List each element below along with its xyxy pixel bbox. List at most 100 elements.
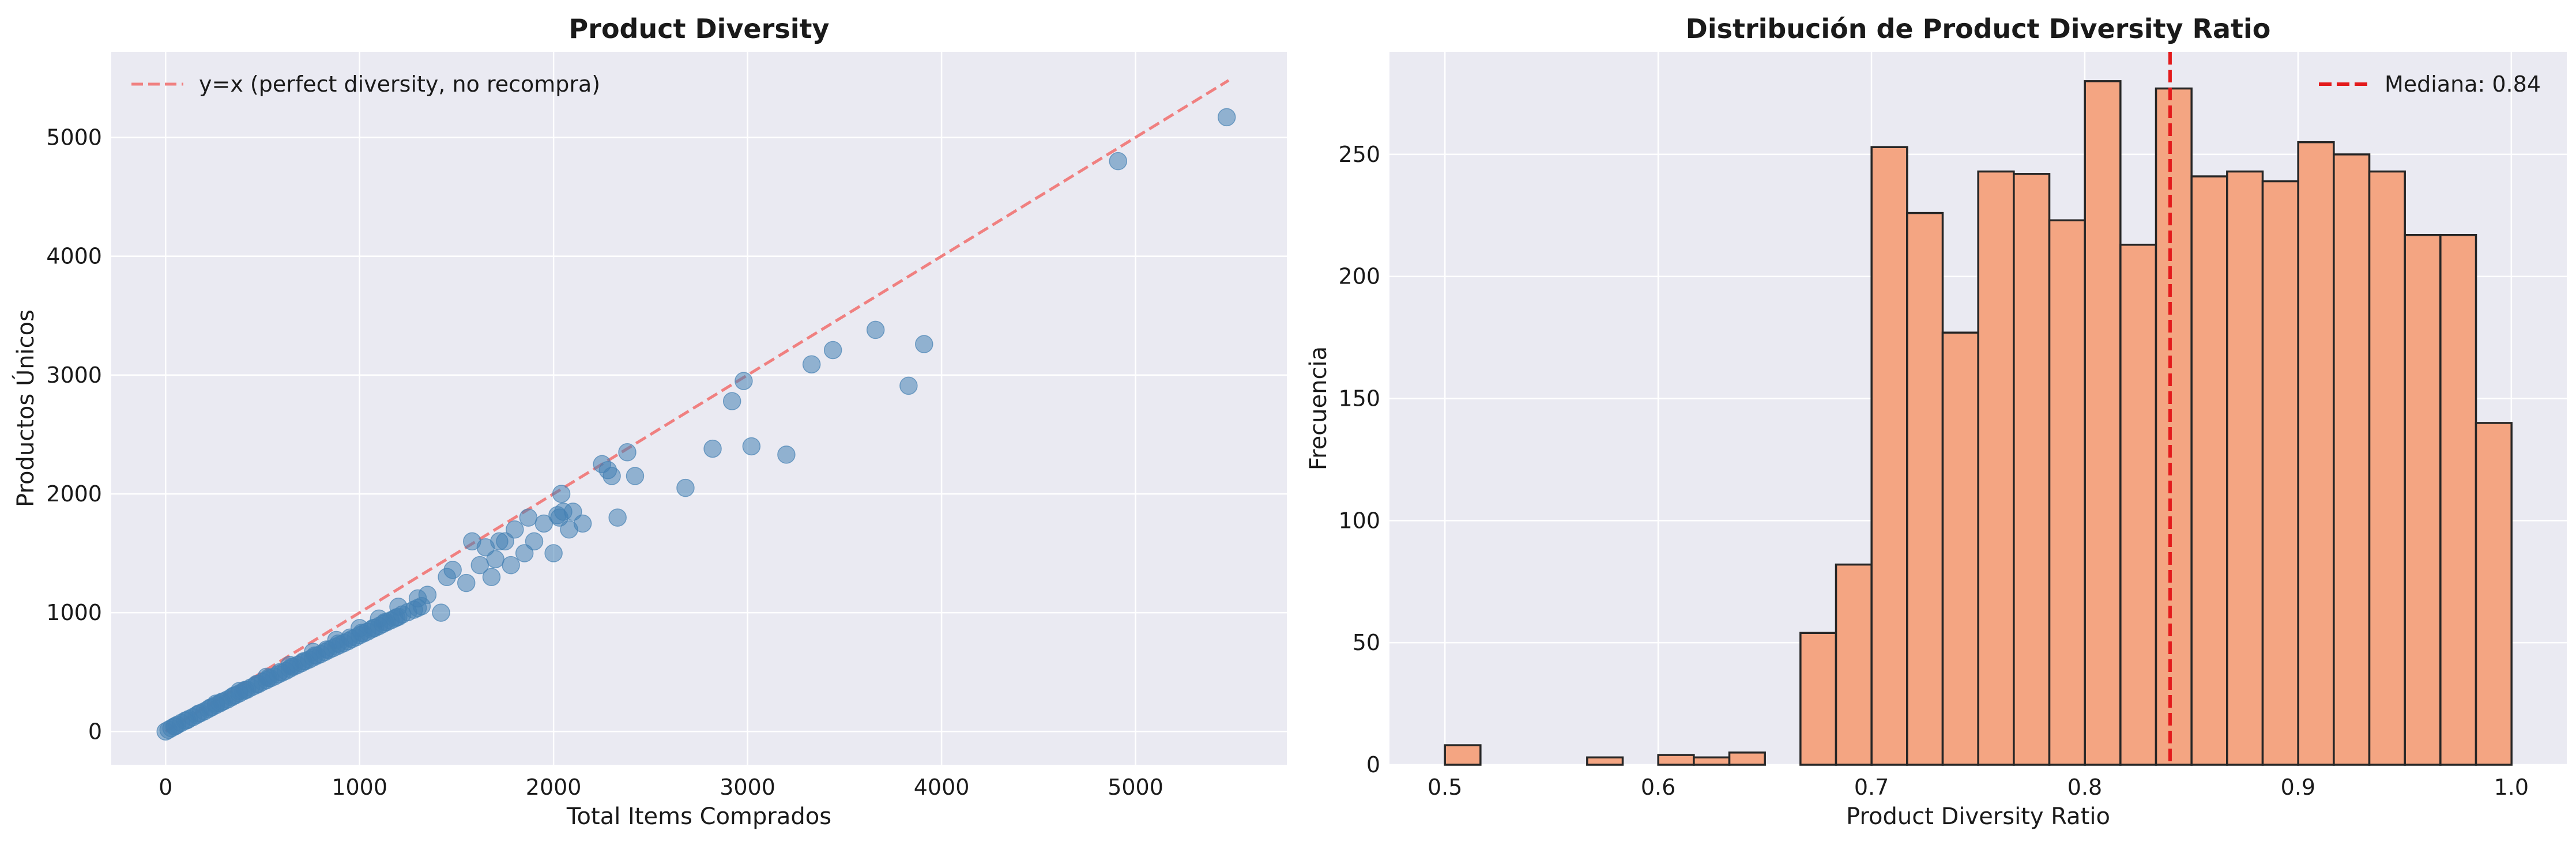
scatter-point	[304, 643, 322, 661]
scatter-point	[802, 355, 821, 373]
histogram-bar	[1906, 212, 1944, 766]
histogram-y-axis-label: Frecuencia	[1305, 346, 1332, 470]
x-tick-label: 1.0	[2494, 775, 2529, 800]
y-tick-label: 50	[1353, 630, 1380, 655]
scatter-point	[552, 485, 571, 503]
x-tick-label: 0.5	[1428, 775, 1462, 800]
histogram-bar	[2048, 219, 2086, 766]
scatter-point	[482, 568, 501, 587]
scatter-point	[457, 573, 476, 592]
histogram-bar	[2475, 422, 2513, 766]
histogram-tick-labels: 0.5 0.6 0.7 0.8 0.9 1.0 0 50 100 150 200 250	[1338, 142, 2529, 800]
scatter-point	[866, 320, 885, 339]
y-tick-label: 200	[1338, 264, 1380, 289]
scatter-point	[350, 619, 369, 637]
histogram-bar	[1977, 170, 2015, 766]
histogram-bar	[1444, 744, 1482, 766]
scatter-point	[618, 443, 637, 462]
histogram-bar	[2155, 87, 2193, 766]
histogram-title: Distribución de Product Diversity Ratio	[1686, 13, 2271, 44]
histogram-bar	[2084, 80, 2122, 766]
y-tick-label: 0	[1366, 752, 1380, 777]
histogram-bar	[2333, 153, 2371, 766]
y-tick-label: 2000	[46, 481, 102, 507]
scatter-point	[676, 478, 695, 497]
scatter-point	[432, 603, 450, 622]
scatter-point	[486, 550, 504, 569]
histogram-panel: 0.5 0.6 0.7 0.8 0.9 1.0 0 50 100 150 200 250 Distri…	[1305, 13, 2567, 830]
scatter-point	[496, 532, 514, 551]
scatter-point	[564, 503, 582, 521]
histogram-bar	[2439, 233, 2477, 766]
x-tick-label: 2000	[526, 775, 582, 800]
scatter-point	[502, 556, 520, 575]
x-tick-label: 0.6	[1641, 775, 1675, 800]
y-tick-label: 150	[1338, 386, 1380, 411]
histogram-bars	[1444, 80, 2513, 766]
legend-label-reference-line: y=x (perfect diversity, no recompra)	[199, 71, 600, 97]
scatter-point	[534, 514, 553, 533]
scatter-point	[443, 561, 462, 579]
x-tick-label: 0.9	[2281, 775, 2315, 800]
histogram-bar	[2297, 141, 2335, 766]
scatter-point	[206, 694, 225, 713]
scatter-point	[742, 437, 761, 456]
scatter-point	[544, 544, 563, 562]
scatter-point	[506, 520, 524, 539]
histogram-bar	[2404, 233, 2442, 766]
y-tick-label: 4000	[46, 244, 102, 269]
scatter-y-axis-label: Productos Únicos	[12, 309, 39, 507]
scatter-point	[626, 467, 645, 485]
scatter-point	[735, 372, 753, 390]
scatter-point	[777, 445, 796, 464]
histogram-bar	[1728, 751, 1766, 766]
y-tick-label: 1000	[46, 600, 102, 625]
histogram-bar	[1657, 754, 1695, 766]
scatter-point	[915, 335, 933, 353]
histogram-bar	[1835, 563, 1873, 766]
x-tick-label: 4000	[914, 775, 970, 800]
scatter-point	[519, 508, 538, 527]
scatter-point	[418, 586, 437, 604]
y-tick-label: 100	[1338, 508, 1380, 533]
scatter-point	[525, 532, 544, 551]
scatter-point	[327, 630, 346, 649]
y-tick-label: 0	[88, 719, 102, 744]
x-tick-label: 0.7	[1854, 775, 1889, 800]
scatter-point	[370, 609, 389, 628]
histogram-bar	[1941, 331, 1979, 766]
y-tick-label: 5000	[46, 124, 102, 150]
histogram-bar	[2013, 173, 2051, 766]
scatter-point	[608, 508, 627, 527]
scatter-point	[1109, 152, 1128, 171]
histogram-bar	[1693, 756, 1731, 766]
scatter-point	[389, 598, 408, 616]
reference-line-y-equals-x	[164, 79, 1230, 733]
scatter-point	[703, 439, 722, 458]
y-tick-label: 3000	[46, 362, 102, 388]
scatter-points	[156, 108, 1236, 741]
histogram-bar	[1799, 632, 1837, 766]
scatter-title: Product Diversity	[569, 13, 830, 44]
scatter-panel: 0 1000 2000 3000 4000 5000 0 1000 2000 3000 4000 50…	[12, 13, 1287, 830]
scatter-gridlines	[111, 52, 1287, 765]
x-tick-label: 0	[159, 775, 172, 800]
scatter-point	[470, 556, 489, 575]
scatter-point	[722, 392, 741, 410]
scatter-point	[280, 656, 299, 674]
scatter-legend: y=x (perfect diversity, no recompra)	[131, 71, 600, 97]
scatter-point	[823, 341, 842, 360]
scatter-point	[515, 544, 534, 562]
scatter-point	[602, 467, 621, 485]
y-tick-label: 250	[1338, 142, 1380, 167]
x-tick-label: 0.8	[2067, 775, 2102, 800]
scatter-tick-labels: 0 1000 2000 3000 4000 5000 0 1000 2000 3000 4000 50…	[46, 124, 1163, 800]
scatter-point	[1217, 108, 1236, 127]
histogram-bar	[2190, 175, 2228, 766]
histogram-bar	[1870, 146, 1908, 766]
x-tick-label: 3000	[720, 775, 775, 800]
legend-label-median: Mediana: 0.84	[2385, 71, 2541, 97]
scatter-point	[257, 667, 276, 686]
scatter-point	[230, 682, 248, 700]
